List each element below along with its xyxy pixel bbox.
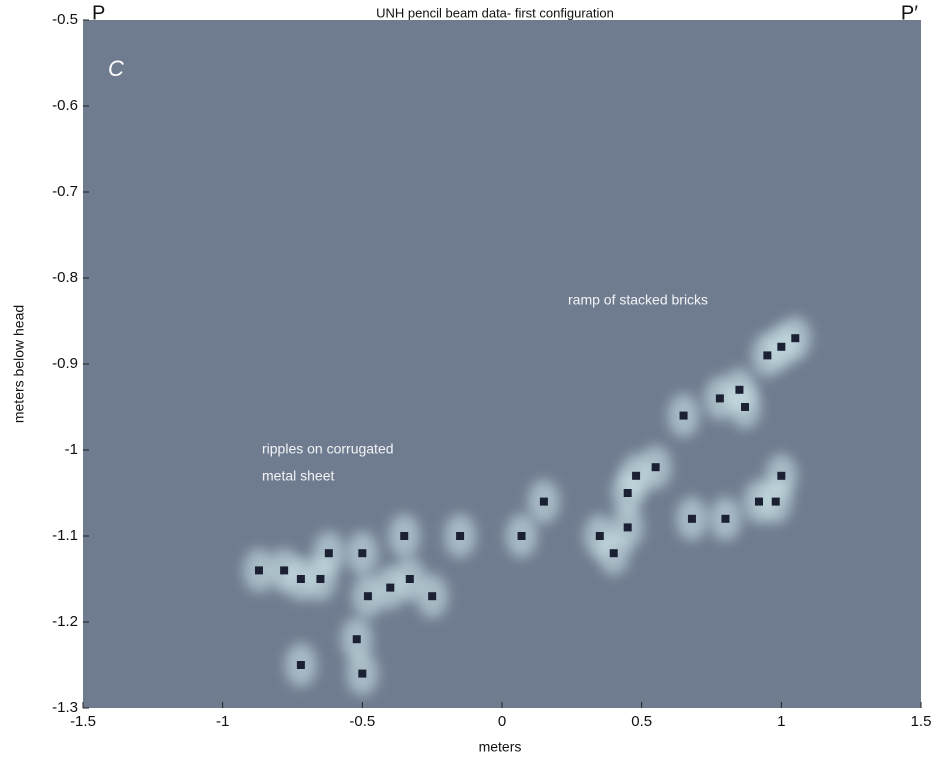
- return-point: [652, 463, 660, 471]
- return-point: [735, 386, 743, 394]
- y-axis-label: meters below head: [11, 305, 27, 423]
- return-point: [297, 575, 305, 583]
- chart: P UNH pencil beam data- first configurat…: [0, 0, 937, 759]
- y-tick-label: -0.7: [52, 183, 78, 200]
- x-tick-label: 1.5: [911, 713, 932, 730]
- return-point: [680, 412, 688, 420]
- return-point: [255, 566, 263, 574]
- return-point: [316, 575, 324, 583]
- annotation: metal sheet: [262, 468, 334, 484]
- chart-title: UNH pencil beam data- first configuratio…: [376, 5, 614, 20]
- return-point: [624, 489, 632, 497]
- return-point: [400, 532, 408, 540]
- return-point: [280, 566, 288, 574]
- return-point: [456, 532, 464, 540]
- return-point: [518, 532, 526, 540]
- return-point: [624, 523, 632, 531]
- annotation: ramp of stacked bricks: [568, 292, 708, 308]
- return-point: [716, 394, 724, 402]
- return-point: [632, 472, 640, 480]
- return-point: [763, 351, 771, 359]
- return-point: [741, 403, 749, 411]
- return-point: [386, 584, 394, 592]
- y-tick-label: -1.3: [52, 699, 78, 716]
- panel-label: C: [108, 56, 124, 81]
- y-tick-label: -0.5: [52, 11, 78, 28]
- y-tick-label: -0.9: [52, 355, 78, 372]
- return-point: [406, 575, 414, 583]
- return-point: [610, 549, 618, 557]
- x-axis-label: meters: [479, 739, 522, 755]
- y-tick-label: -0.8: [52, 269, 78, 286]
- return-point: [755, 498, 763, 506]
- return-point: [777, 343, 785, 351]
- return-point: [428, 592, 436, 600]
- y-tick-label: -1.2: [52, 613, 78, 630]
- return-point: [777, 472, 785, 480]
- return-point: [353, 635, 361, 643]
- return-point: [358, 549, 366, 557]
- plot-area: [83, 20, 921, 708]
- return-point: [358, 670, 366, 678]
- x-tick-label: -0.5: [349, 713, 375, 730]
- y-tick-label: -0.6: [52, 97, 78, 114]
- return-point: [791, 334, 799, 342]
- y-tick-label: -1.1: [52, 527, 78, 544]
- x-tick-label: 0.5: [631, 713, 652, 730]
- y-tick-label: -1: [65, 441, 78, 458]
- x-tick-label: 0: [498, 713, 506, 730]
- return-point: [364, 592, 372, 600]
- annotation: ripples on corrugated: [262, 441, 394, 457]
- left-label: P: [92, 2, 105, 24]
- return-point: [688, 515, 696, 523]
- return-point: [297, 661, 305, 669]
- x-tick-label: 1: [777, 713, 785, 730]
- return-point: [540, 498, 548, 506]
- return-point: [772, 498, 780, 506]
- x-tick-label: -1: [216, 713, 229, 730]
- return-point: [721, 515, 729, 523]
- return-point: [596, 532, 604, 540]
- right-label: P′: [901, 2, 918, 24]
- return-point: [325, 549, 333, 557]
